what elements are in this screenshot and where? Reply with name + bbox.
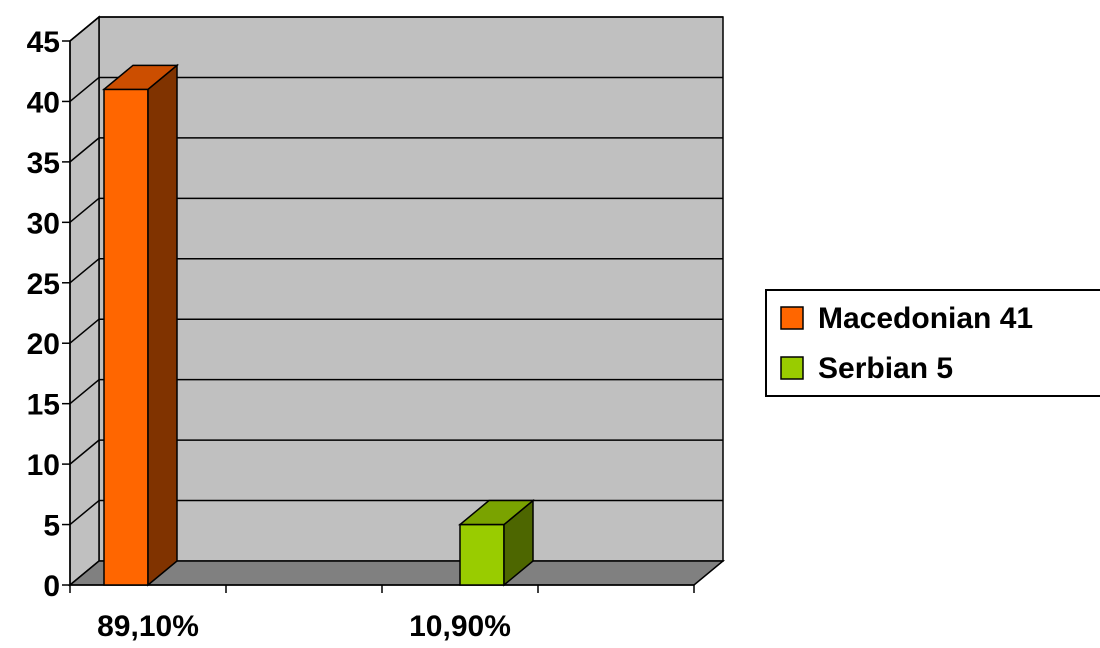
gridlines xyxy=(69,16,723,526)
y-tick-label: 30 xyxy=(27,207,60,240)
legend: Macedonian 41 Serbian 5 xyxy=(765,289,1100,397)
gridline-side xyxy=(69,258,100,284)
legend-swatch xyxy=(780,356,804,380)
y-tick-label: 5 xyxy=(43,510,60,543)
back-wall xyxy=(98,16,724,562)
y-tick-label: 20 xyxy=(27,328,60,361)
gridline-side xyxy=(69,379,100,405)
plot-area xyxy=(69,15,724,587)
y-tick-label: 25 xyxy=(27,268,60,301)
legend-label: Macedonian 41 xyxy=(818,302,1033,335)
x-category-label: 89,10% xyxy=(97,610,199,643)
bar-serbian-5 xyxy=(457,498,536,587)
y-tick-label: 45 xyxy=(27,26,60,59)
axes xyxy=(62,40,695,593)
legend-box xyxy=(765,289,1100,397)
x-axis-tick-labels: 89,10% 10,90% xyxy=(97,610,511,643)
y-tick-label: 10 xyxy=(27,449,60,482)
bar-top xyxy=(457,499,536,526)
x-category-label: 10,90% xyxy=(409,610,511,643)
gridline-side xyxy=(69,137,100,163)
y-tick-label: 35 xyxy=(27,147,60,180)
bar-front xyxy=(103,88,149,586)
gridline-side xyxy=(69,197,100,223)
y-tick-label: 15 xyxy=(27,389,60,422)
side-wall xyxy=(69,15,100,587)
bar-front xyxy=(459,523,505,586)
y-axis-tick-labels: 0 5 10 15 20 25 30 35 40 45 xyxy=(27,26,60,603)
bars xyxy=(101,63,536,587)
gridline-side xyxy=(69,76,100,103)
y-tick-label: 0 xyxy=(43,570,60,603)
bar-macedonian-41 xyxy=(101,63,180,587)
gridline-side xyxy=(69,439,100,465)
legend-swatch xyxy=(780,306,804,330)
bar-top xyxy=(101,64,180,91)
y-tick-label: 40 xyxy=(27,86,60,119)
gridline-side xyxy=(69,318,100,344)
legend-label: Serbian 5 xyxy=(818,352,953,385)
gridline-side xyxy=(69,499,100,526)
gridline-side xyxy=(69,16,100,42)
bar-side xyxy=(147,63,178,587)
